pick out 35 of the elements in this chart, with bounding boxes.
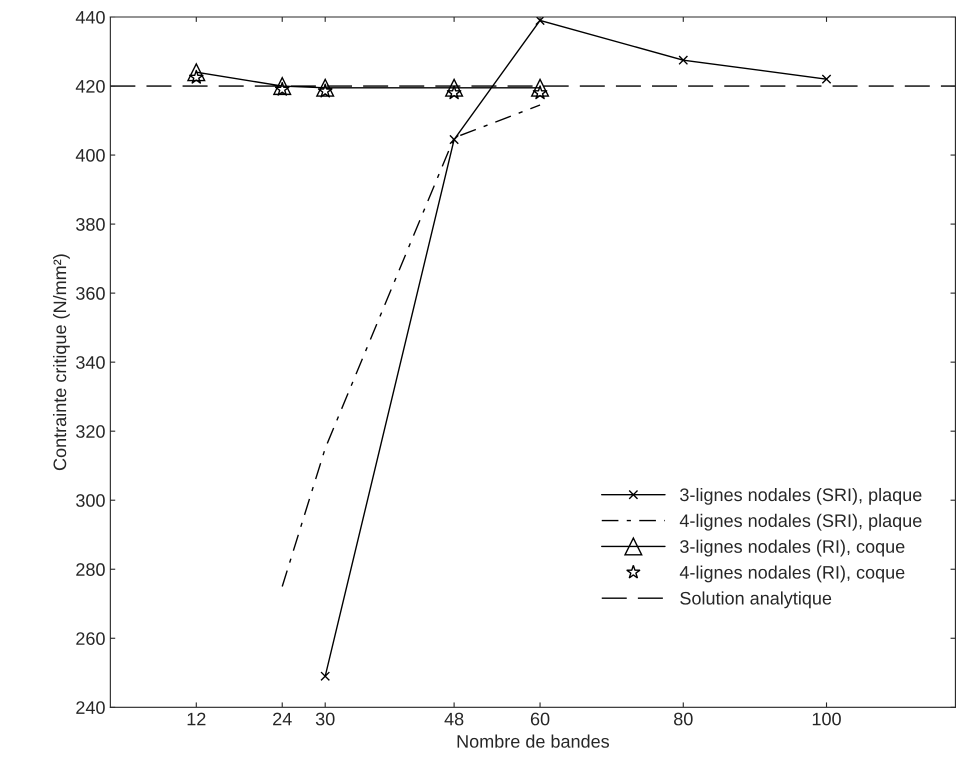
y-tick-label: 280 [76, 563, 105, 576]
point [535, 17, 545, 26]
point [187, 63, 206, 82]
y-tick-label: 440 [76, 10, 105, 24]
y-tick-label: 260 [76, 632, 105, 645]
legend-label: 4-lignes nodales (SRI), plaque [680, 514, 922, 531]
point [822, 74, 832, 84]
y-tick-label: 360 [76, 287, 105, 300]
point [316, 78, 334, 97]
x-tick-label: 80 [674, 712, 693, 726]
y-tick-label: 340 [76, 356, 105, 369]
point [678, 55, 688, 66]
point [445, 78, 464, 97]
y-tick-label: 380 [76, 218, 105, 231]
legend-label: Solution analytique [680, 591, 832, 608]
y-tick-label: 240 [76, 701, 105, 714]
x-tick-label: 48 [444, 712, 464, 726]
y-tick-label: 420 [76, 80, 105, 93]
legend-label: 4-lignes nodales (RI), coque [680, 566, 904, 582]
point [273, 77, 292, 96]
point [449, 134, 459, 144]
x-tick-label: 60 [530, 712, 550, 726]
x-tick-label: 12 [188, 712, 206, 726]
x-tick-label: 100 [812, 712, 841, 726]
point [320, 671, 330, 682]
y-tick-label: 400 [76, 149, 105, 162]
y-tick-label: 300 [76, 494, 105, 507]
legend-label: 3-lignes nodales (RI), coque [680, 540, 904, 556]
legend-label: 3-lignes nodales (SRI), plaque [680, 488, 922, 505]
x-tick-label: 30 [316, 712, 335, 726]
y-tick-label: 320 [76, 425, 105, 438]
x-axis-title: Nombre de bandes [458, 734, 610, 748]
point [531, 78, 550, 97]
y-axis-title: Contrainte critique (N/mm²) [52, 254, 70, 470]
x-tick-label: 24 [273, 712, 292, 726]
